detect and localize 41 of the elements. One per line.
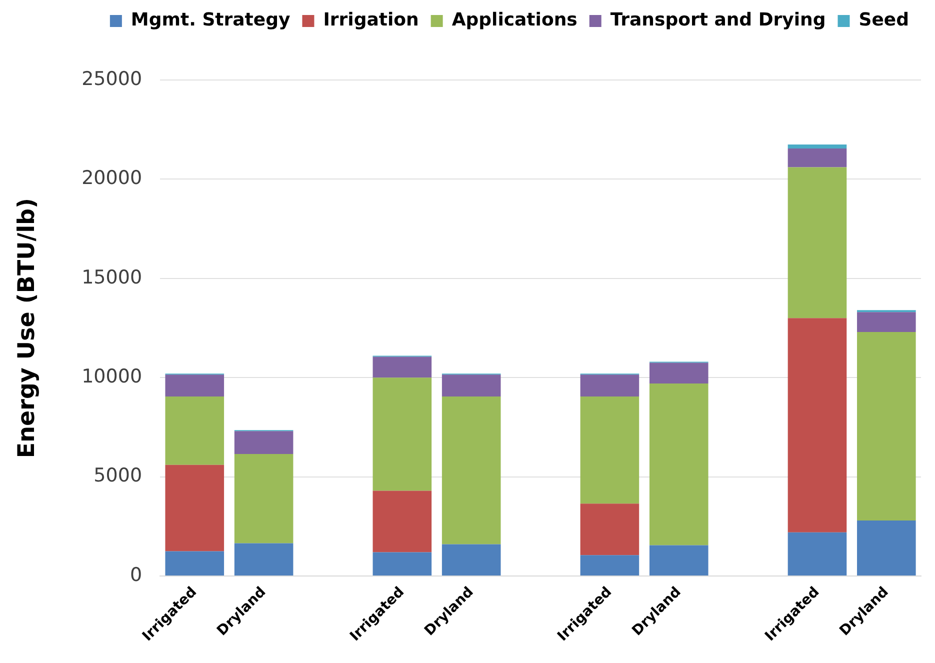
y-tick-label: 25000 (82, 68, 142, 90)
y-tick-label: 10000 (82, 366, 142, 388)
bar (857, 332, 916, 520)
bar (580, 374, 640, 396)
bar (788, 167, 847, 318)
bar (442, 374, 501, 396)
bar (234, 431, 294, 454)
bar (649, 362, 708, 384)
bar (165, 551, 224, 576)
y-tick-label: 0 (130, 564, 142, 586)
bar (857, 520, 916, 576)
bar (442, 396, 501, 544)
bar (165, 374, 224, 396)
bar (165, 396, 224, 465)
legend-label: Seed (858, 10, 909, 31)
bar (372, 378, 432, 491)
bar (580, 555, 640, 576)
legend-label: Mgmt. Strategy (130, 10, 290, 31)
y-axis-title: Energy Use (BTU/lb) (14, 198, 40, 458)
bar (649, 545, 708, 576)
legend-label: Irrigation (323, 10, 419, 31)
bar (372, 490, 432, 552)
bar (788, 144, 847, 148)
bar (372, 356, 432, 378)
legend-label: Applications (452, 10, 578, 31)
bar (580, 396, 640, 504)
bar (580, 504, 640, 556)
legend-label: Transport and Drying (610, 10, 826, 31)
bar (788, 532, 847, 576)
y-tick-label: 5000 (94, 464, 142, 487)
bar (234, 543, 294, 576)
bar (165, 464, 224, 552)
bar (372, 552, 432, 576)
y-tick-label: 15000 (82, 266, 142, 288)
bar (442, 544, 501, 576)
y-tick-label: 20000 (82, 167, 142, 190)
bar (788, 148, 847, 168)
bar (857, 312, 916, 332)
bar (234, 454, 294, 544)
bar (649, 384, 708, 546)
bar (788, 318, 847, 532)
